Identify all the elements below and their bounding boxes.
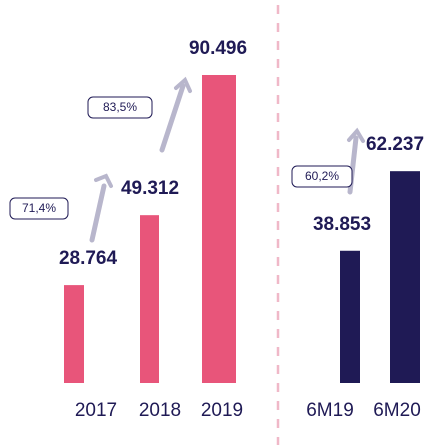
value-label: 49.312 — [121, 178, 179, 199]
bar — [340, 250, 360, 383]
annotation: 71,4% — [22, 201, 56, 215]
annotation-box — [291, 165, 353, 188]
bar — [202, 75, 236, 383]
category-label: 6M20 — [373, 400, 421, 421]
bar — [140, 215, 159, 383]
annotation: 60,2% — [305, 169, 339, 183]
value-label: 28.764 — [59, 248, 118, 269]
category-label: 2019 — [201, 400, 243, 421]
category-label: 2018 — [139, 400, 181, 421]
annotation-box — [87, 96, 153, 119]
value-label: 38.853 — [313, 214, 371, 235]
annotation: 83,5% — [103, 100, 137, 114]
bar — [64, 285, 84, 383]
category-label: 6M19 — [306, 400, 354, 421]
bar — [390, 171, 420, 383]
value-label: 90.496 — [189, 38, 247, 59]
category-label: 2017 — [75, 400, 117, 421]
value-label: 62.237 — [366, 134, 424, 155]
annotation-box — [9, 197, 69, 220]
